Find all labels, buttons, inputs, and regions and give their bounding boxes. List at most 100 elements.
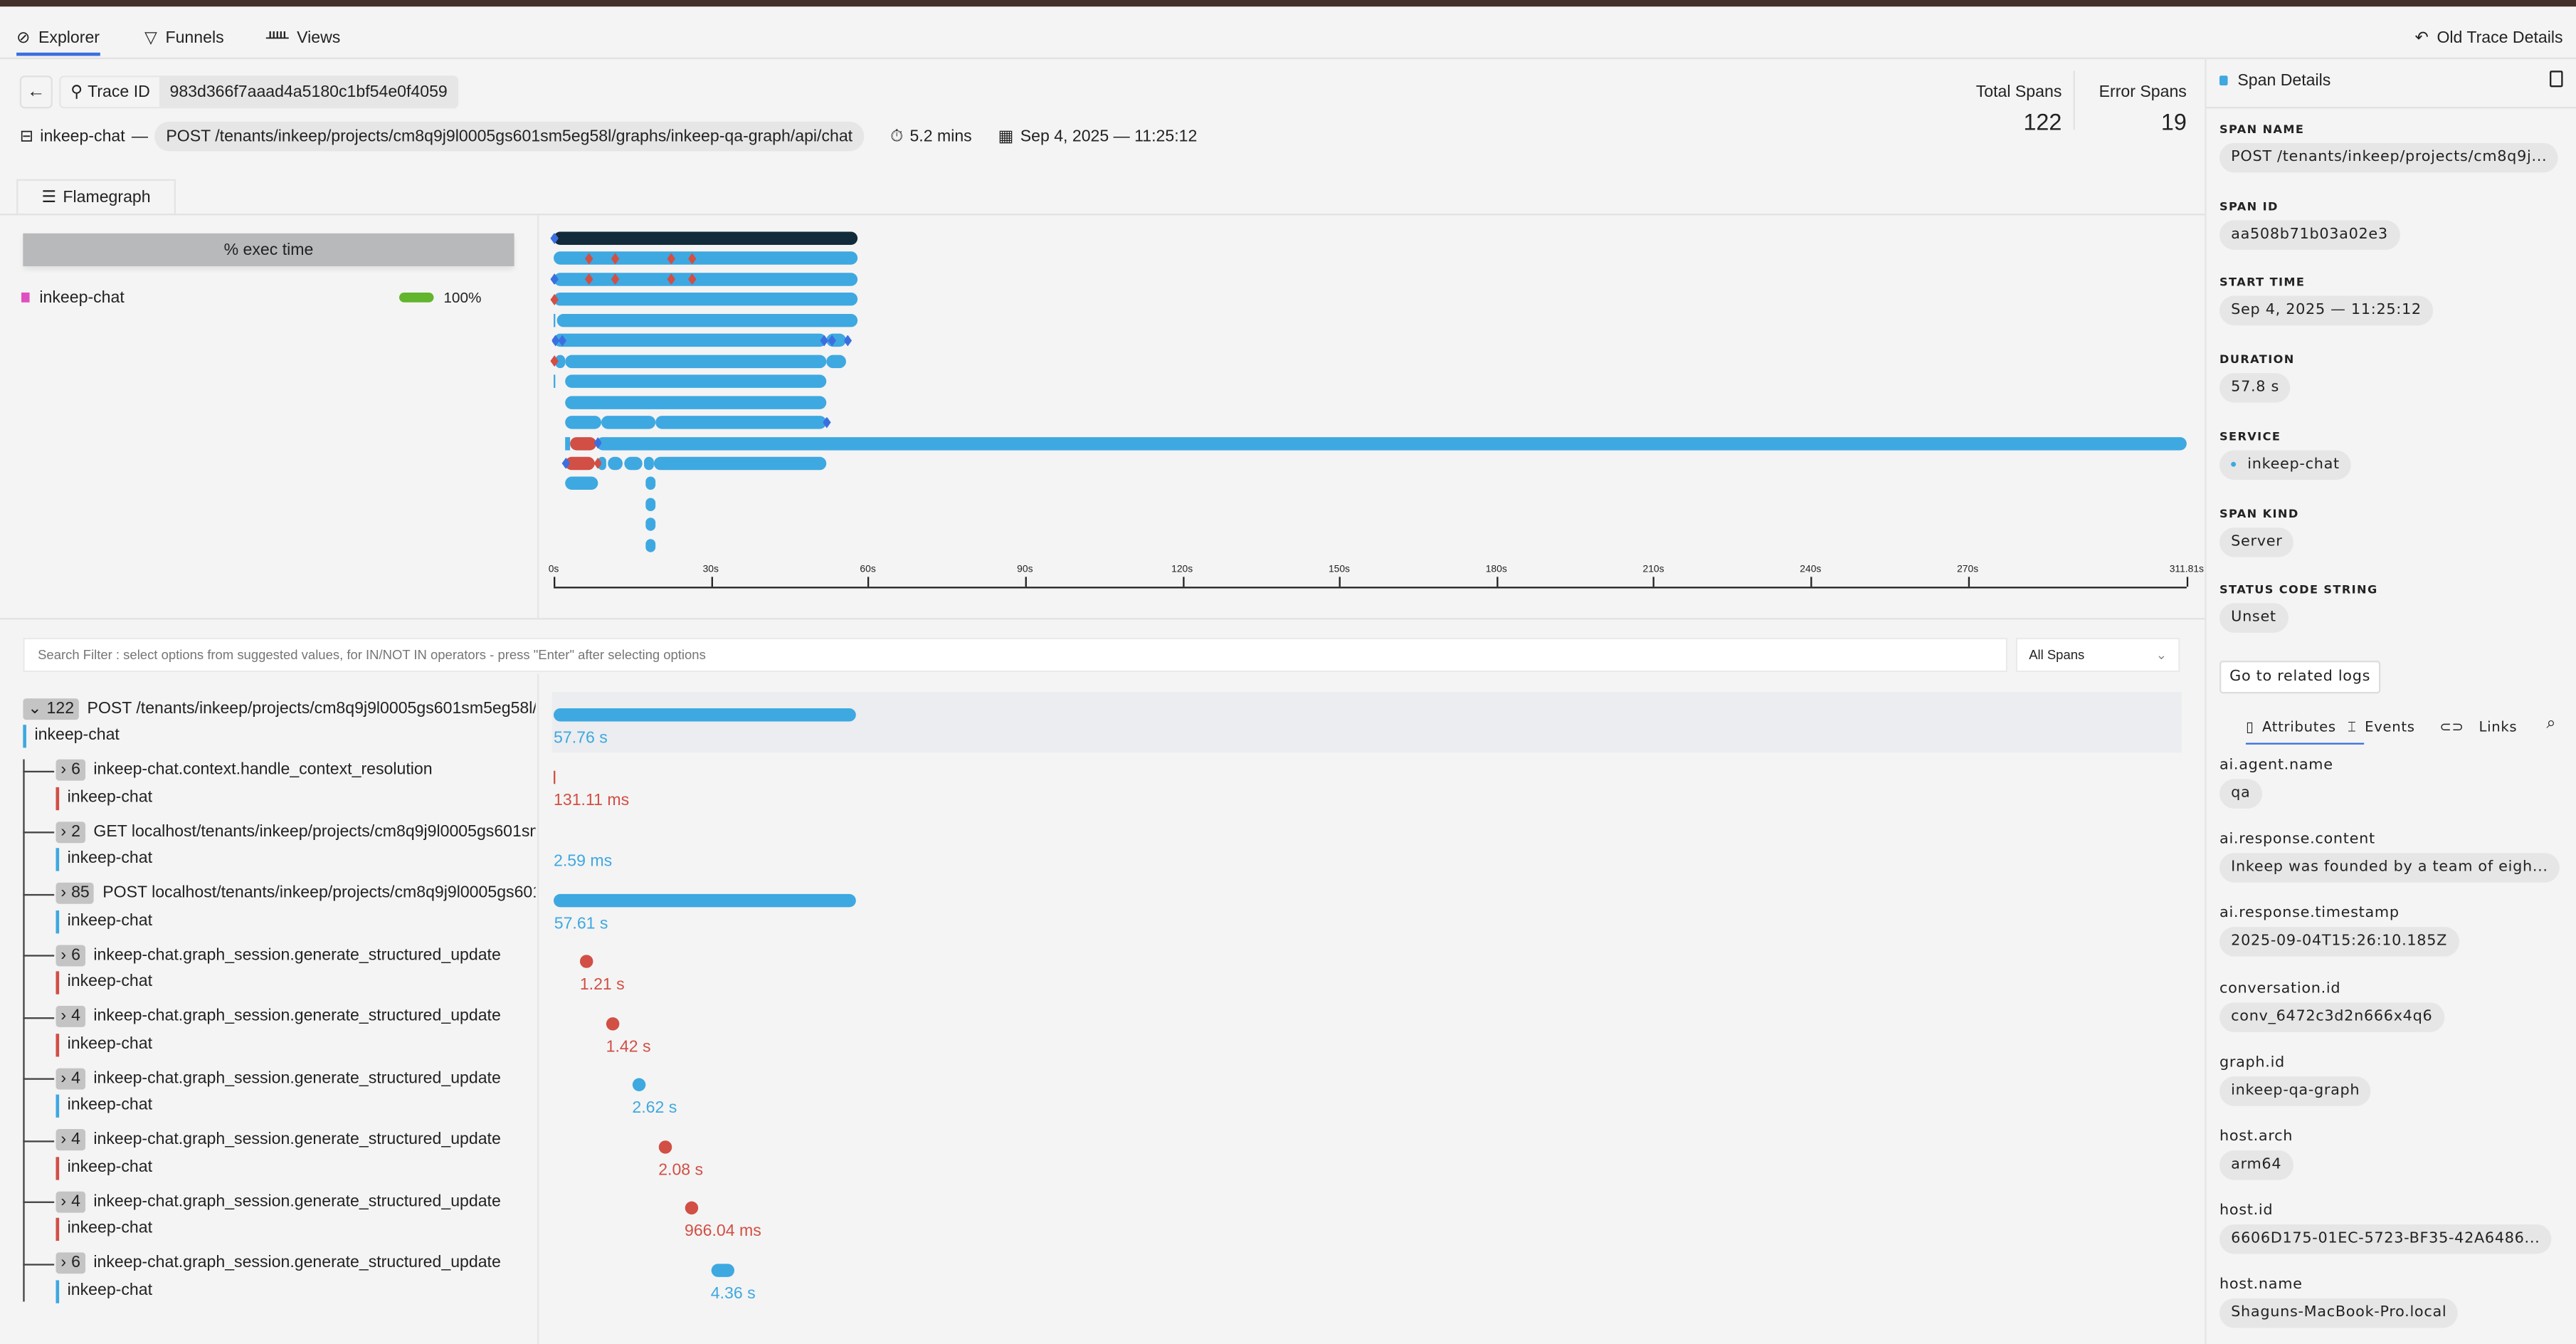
span-row[interactable]: › 6 inkeep-chat.context.handle_context_res… bbox=[23, 758, 2182, 819]
flame-span-bar[interactable] bbox=[565, 354, 826, 368]
attribute-value[interactable]: Shaguns-MacBook-Pro.local bbox=[2219, 1298, 2459, 1329]
flame-span-bar[interactable] bbox=[598, 456, 606, 471]
flame-span-bar[interactable] bbox=[554, 252, 857, 266]
attribute-value[interactable]: inkeep-qa-graph bbox=[2219, 1076, 2372, 1106]
flame-span-bar[interactable] bbox=[565, 395, 826, 409]
flame-span-bar[interactable] bbox=[554, 334, 826, 347]
flame-span-bar[interactable] bbox=[554, 231, 857, 245]
attribute-value[interactable]: 2025-09-04T15:26:10.185Z bbox=[2219, 927, 2459, 957]
field-value[interactable]: Server bbox=[2219, 526, 2294, 557]
flame-bottom-divider bbox=[0, 618, 2205, 620]
span-row[interactable]: › 6 inkeep-chat.graph_session.generate_str… bbox=[23, 943, 2182, 1004]
flame-span-bar[interactable] bbox=[554, 293, 857, 307]
flame-span-bar[interactable] bbox=[645, 477, 657, 490]
back-button[interactable]: ← bbox=[19, 75, 53, 109]
flame-event-marker bbox=[584, 253, 593, 265]
flame-span-bar[interactable] bbox=[654, 456, 826, 471]
flame-span-bar[interactable] bbox=[645, 538, 657, 552]
link-icon: ⊂⊃ bbox=[2439, 720, 2464, 737]
trace-id-value[interactable]: 983d366f7aaad4a5180c1bf54e0f4059 bbox=[159, 77, 458, 107]
span-duration-bar[interactable] bbox=[684, 1201, 698, 1215]
flame-span-bar[interactable] bbox=[825, 354, 846, 368]
flame-span-bar[interactable] bbox=[554, 313, 556, 327]
flame-span-bar[interactable] bbox=[565, 456, 596, 471]
span-row[interactable]: › 2 GET localhost/tenants/inkeep/projects/… bbox=[23, 820, 2182, 881]
span-duration-bar[interactable] bbox=[632, 1078, 646, 1091]
flame-span-bar[interactable] bbox=[565, 436, 570, 450]
flame-span-bar[interactable] bbox=[554, 272, 857, 286]
exec-time-header[interactable]: % exec time bbox=[23, 233, 514, 267]
flame-span-bar[interactable] bbox=[645, 498, 657, 511]
flame-span-bar[interactable] bbox=[555, 354, 566, 368]
span-row[interactable]: ⌄ 122 POST /tenants/inkeep/projects/cm8q9j… bbox=[23, 691, 2182, 757]
tab-explorer[interactable]: ⊘ Explorer bbox=[16, 20, 100, 56]
tab-flamegraph[interactable]: ☰ Flamegraph bbox=[16, 179, 176, 216]
flame-span-bar[interactable] bbox=[607, 456, 623, 471]
flame-span-bar[interactable] bbox=[556, 313, 857, 327]
field-label: DURATION bbox=[2219, 353, 2295, 367]
attribute-value[interactable]: conv_6472c3d2n666x4q6 bbox=[2219, 1002, 2444, 1031]
span-toggle-badge[interactable]: › 85 bbox=[56, 882, 95, 904]
flame-span-bar[interactable] bbox=[625, 456, 643, 471]
tab-views[interactable]: ᚊ Views bbox=[266, 28, 341, 47]
tab-funnels[interactable]: ▽ Funnels bbox=[144, 28, 224, 47]
span-duration-bar[interactable] bbox=[710, 1263, 734, 1276]
go-to-related-logs-button[interactable]: Go to related logs bbox=[2219, 661, 2381, 694]
field-value[interactable]: Sep 4, 2025 — 11:25:12 bbox=[2219, 296, 2433, 327]
attribute-value[interactable]: 6606D175-01EC-5723-BF35-42A6486... bbox=[2219, 1224, 2552, 1254]
flame-span-bar[interactable] bbox=[595, 436, 2187, 450]
flame-span-bar[interactable] bbox=[565, 477, 598, 490]
span-duration-bar[interactable] bbox=[554, 893, 856, 907]
flame-span-bar[interactable] bbox=[565, 416, 601, 429]
attribute-value[interactable]: qa bbox=[2219, 779, 2262, 809]
span-toggle-badge[interactable]: › 6 bbox=[56, 759, 85, 781]
span-row[interactable]: › 4 inkeep-chat.graph_session.generate_str… bbox=[23, 1005, 2182, 1066]
flame-split bbox=[537, 215, 539, 619]
tab-links[interactable]: ⊂⊃ Links bbox=[2439, 720, 2518, 737]
span-toggle-badge[interactable]: › 4 bbox=[56, 1190, 85, 1212]
flame-span-bar[interactable] bbox=[569, 436, 596, 450]
flame-span-bar[interactable] bbox=[655, 416, 826, 429]
flame-span-bar[interactable] bbox=[601, 416, 655, 429]
span-row[interactable]: › 85 POST localhost/tenants/inkeep/project… bbox=[23, 882, 2182, 943]
attribute-value[interactable]: Inkeep was founded by a team of eigh... bbox=[2219, 853, 2560, 883]
exec-percent: 100% bbox=[443, 289, 482, 306]
span-row[interactable]: › 6 inkeep-chat.graph_session.generate_str… bbox=[23, 1251, 2182, 1312]
span-row[interactable]: › 4 inkeep-chat.graph_session.generate_str… bbox=[23, 1066, 2182, 1127]
old-trace-details-button[interactable]: ↶ Old Trace Details bbox=[2414, 28, 2563, 47]
span-toggle-badge[interactable]: ⌄ 122 bbox=[23, 698, 79, 720]
field-value[interactable]: Unset bbox=[2219, 603, 2288, 634]
flame-span-bar[interactable] bbox=[554, 374, 556, 389]
span-duration-bar[interactable] bbox=[606, 1016, 620, 1030]
span-toggle-badge[interactable]: › 4 bbox=[56, 1067, 85, 1089]
tab-attributes[interactable]: ▯ Attributes bbox=[2245, 712, 2365, 745]
span-row[interactable]: › 4 inkeep-chat.graph_session.generate_str… bbox=[23, 1128, 2182, 1189]
span-duration-bar[interactable] bbox=[554, 708, 857, 722]
span-duration-bar[interactable] bbox=[579, 955, 593, 968]
span-toggle-badge[interactable]: › 6 bbox=[56, 944, 85, 966]
field-value[interactable]: 57.8 s bbox=[2219, 373, 2291, 403]
flame-span-bar[interactable] bbox=[645, 456, 655, 471]
span-toggle-badge[interactable]: › 4 bbox=[56, 1129, 85, 1151]
span-toggle-badge[interactable]: › 4 bbox=[56, 1005, 85, 1027]
span-name-text: inkeep-chat.graph_session.generate_struc… bbox=[93, 1130, 501, 1149]
search-icon[interactable]: ⌕ bbox=[2546, 715, 2557, 733]
search-filter-input[interactable] bbox=[23, 637, 2008, 673]
attribute-value[interactable]: arm64 bbox=[2219, 1150, 2293, 1180]
field-value[interactable]: POST /tenants/inkeep/projects/cm8q9j... bbox=[2219, 142, 2559, 173]
flame-span-bar[interactable] bbox=[565, 374, 826, 389]
field-value[interactable]: aa508b71b03a02e3 bbox=[2219, 219, 2400, 250]
span-service: inkeep-chat bbox=[23, 725, 120, 748]
span-duration-bar[interactable] bbox=[554, 770, 556, 784]
span-toggle-badge[interactable]: › 6 bbox=[56, 1252, 85, 1274]
span-row[interactable]: › 4 inkeep-chat.graph_session.generate_str… bbox=[23, 1190, 2182, 1250]
field-value-text: Server bbox=[2231, 533, 2283, 550]
flame-span-bar[interactable] bbox=[645, 518, 657, 532]
panel-toggle-icon[interactable] bbox=[2550, 70, 2563, 88]
span-toggle-badge[interactable]: › 2 bbox=[56, 821, 85, 843]
tab-events[interactable]: ⌶ Events bbox=[2348, 720, 2415, 737]
span-filter-select[interactable]: All Spans ⌄ bbox=[2015, 637, 2180, 673]
span-duration-bar[interactable] bbox=[658, 1140, 672, 1153]
axis-tick-label: 240s bbox=[1800, 565, 1822, 576]
field-value[interactable]: inkeep-chat bbox=[2219, 450, 2352, 480]
